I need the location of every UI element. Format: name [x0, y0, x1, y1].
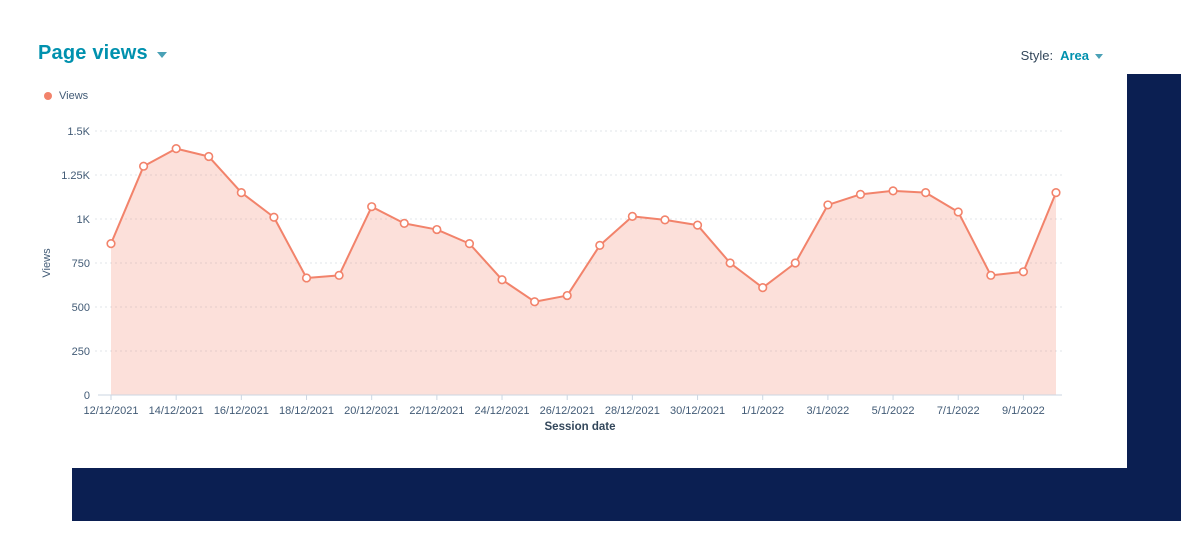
page-title[interactable]: Page views [38, 42, 148, 64]
data-point-marker[interactable] [301, 273, 312, 283]
svg-text:9/1/2022: 9/1/2022 [1002, 405, 1045, 417]
svg-text:3/1/2022: 3/1/2022 [806, 405, 849, 417]
data-point-marker[interactable] [953, 207, 963, 217]
svg-text:22/12/2021: 22/12/2021 [409, 405, 464, 417]
style-selector[interactable]: Area [1060, 48, 1103, 63]
data-point-marker[interactable] [269, 212, 279, 222]
legend: Views [44, 90, 88, 102]
report-title-dropdown[interactable]: Page views [38, 42, 167, 65]
data-point-marker[interactable] [530, 297, 540, 307]
data-point-marker[interactable] [823, 200, 833, 210]
data-point-marker[interactable] [692, 220, 703, 230]
legend-item-views[interactable]: Views [44, 90, 88, 102]
data-point-marker[interactable] [171, 144, 181, 154]
style-selected-value[interactable]: Area [1060, 48, 1089, 63]
svg-text:1/1/2022: 1/1/2022 [741, 405, 784, 417]
legend-dot-icon [44, 92, 52, 100]
x-axis-ticks [110, 395, 1024, 400]
svg-text:20/12/2021: 20/12/2021 [344, 405, 399, 417]
svg-text:14/12/2021: 14/12/2021 [149, 405, 204, 417]
y-axis-title: Views [41, 248, 53, 278]
svg-text:1K: 1K [77, 214, 91, 226]
y-gridlines [95, 130, 1062, 352]
svg-text:16/12/2021: 16/12/2021 [214, 405, 269, 417]
data-point-marker[interactable] [138, 161, 149, 171]
data-point-marker[interactable] [790, 258, 800, 268]
style-label: Style: [1020, 48, 1054, 63]
data-point-marker[interactable] [204, 151, 214, 162]
data-point-marker[interactable] [725, 258, 735, 268]
legend-label: Views [59, 90, 89, 102]
data-point-marker[interactable] [106, 239, 116, 249]
data-point-marker[interactable] [627, 211, 637, 221]
data-point-marker[interactable] [660, 215, 670, 225]
data-point-marker[interactable] [399, 218, 409, 228]
area-chart: 0 250 500 750 1K 1.25K 1.5K 12/12/2021 14/12/202… [41, 126, 1062, 433]
data-point-marker[interactable] [888, 186, 898, 196]
data-point-marker[interactable] [464, 239, 475, 249]
data-point-marker[interactable] [595, 240, 605, 250]
data-point-marker[interactable] [758, 283, 768, 293]
data-point-marker[interactable] [236, 188, 246, 198]
series-line [110, 147, 1057, 303]
svg-text:1.25K: 1.25K [61, 170, 90, 182]
chevron-down-icon [1095, 54, 1103, 59]
data-point-marker[interactable] [921, 188, 931, 198]
svg-text:12/12/2021: 12/12/2021 [83, 405, 138, 417]
svg-text:500: 500 [72, 302, 90, 314]
data-point-marker[interactable] [432, 224, 442, 235]
x-axis-title: Session date [545, 421, 616, 433]
data-point-marker[interactable] [334, 270, 344, 280]
data-point-marker[interactable] [367, 202, 377, 212]
y-axis-labels: 0 250 500 750 1K 1.25K 1.5K [61, 126, 90, 402]
report-card: Page views Style: Area Views 0 250 500 750 1… [38, 42, 1103, 433]
svg-text:28/12/2021: 28/12/2021 [605, 405, 660, 417]
svg-text:30/12/2021: 30/12/2021 [670, 405, 725, 417]
svg-text:1.5K: 1.5K [67, 126, 90, 138]
x-axis-labels: 12/12/2021 14/12/2021 16/12/2021 18/12/2021… [83, 405, 1044, 417]
style-control: Style: Area [1021, 48, 1103, 63]
svg-text:250: 250 [72, 346, 90, 358]
chevron-down-icon [156, 52, 167, 58]
data-points [106, 144, 1061, 307]
svg-text:750: 750 [72, 258, 90, 270]
svg-text:26/12/2021: 26/12/2021 [540, 405, 595, 417]
data-point-marker[interactable] [986, 270, 996, 280]
data-point-marker[interactable] [497, 275, 507, 285]
svg-text:5/1/2022: 5/1/2022 [872, 405, 915, 417]
data-point-marker[interactable] [562, 290, 572, 301]
data-point-marker[interactable] [855, 189, 866, 199]
svg-text:18/12/2021: 18/12/2021 [279, 405, 334, 417]
svg-text:0: 0 [84, 390, 90, 402]
svg-text:24/12/2021: 24/12/2021 [475, 405, 530, 417]
data-point-marker[interactable] [1051, 188, 1061, 198]
svg-text:7/1/2022: 7/1/2022 [937, 405, 980, 417]
data-point-marker[interactable] [1018, 267, 1029, 277]
